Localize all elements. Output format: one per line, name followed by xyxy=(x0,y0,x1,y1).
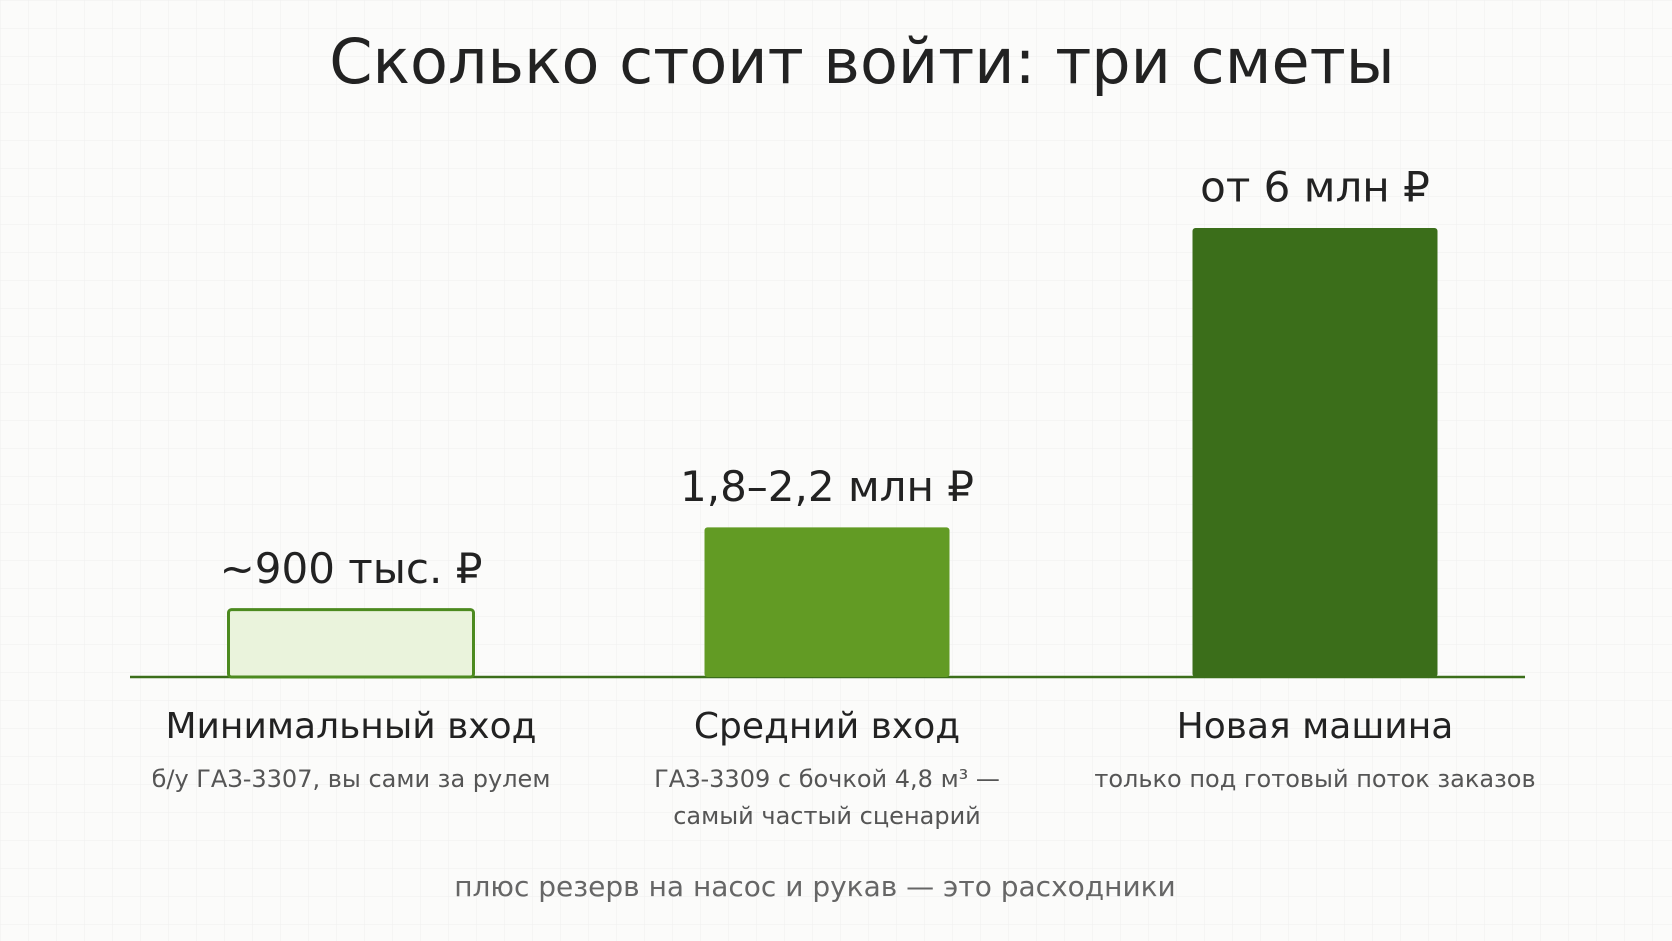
category-label: Средний вход xyxy=(694,706,960,747)
value-label: от 6 млн ₽ xyxy=(1200,163,1430,212)
chart-title: Сколько стоит войти: три сметы xyxy=(329,25,1395,98)
category-description: б/у ГАЗ-3307, вы сами за рулем xyxy=(152,765,551,793)
category-label: Новая машина xyxy=(1177,706,1454,747)
category-description: ГАЗ-3309 с бочкой 4,8 м³ — xyxy=(654,765,1000,793)
bar xyxy=(1192,228,1438,677)
bar xyxy=(704,527,950,677)
value-label: ~900 тыс. ₽ xyxy=(220,544,483,593)
footnote: плюс резерв на насос и рукав — это расхо… xyxy=(454,870,1176,903)
bar xyxy=(227,608,475,679)
value-label: 1,8–2,2 млн ₽ xyxy=(680,462,974,511)
category-description: самый частый сценарий xyxy=(673,802,981,830)
category-label: Минимальный вход xyxy=(165,706,536,747)
category-description: только под готовый поток заказов xyxy=(1094,765,1535,793)
